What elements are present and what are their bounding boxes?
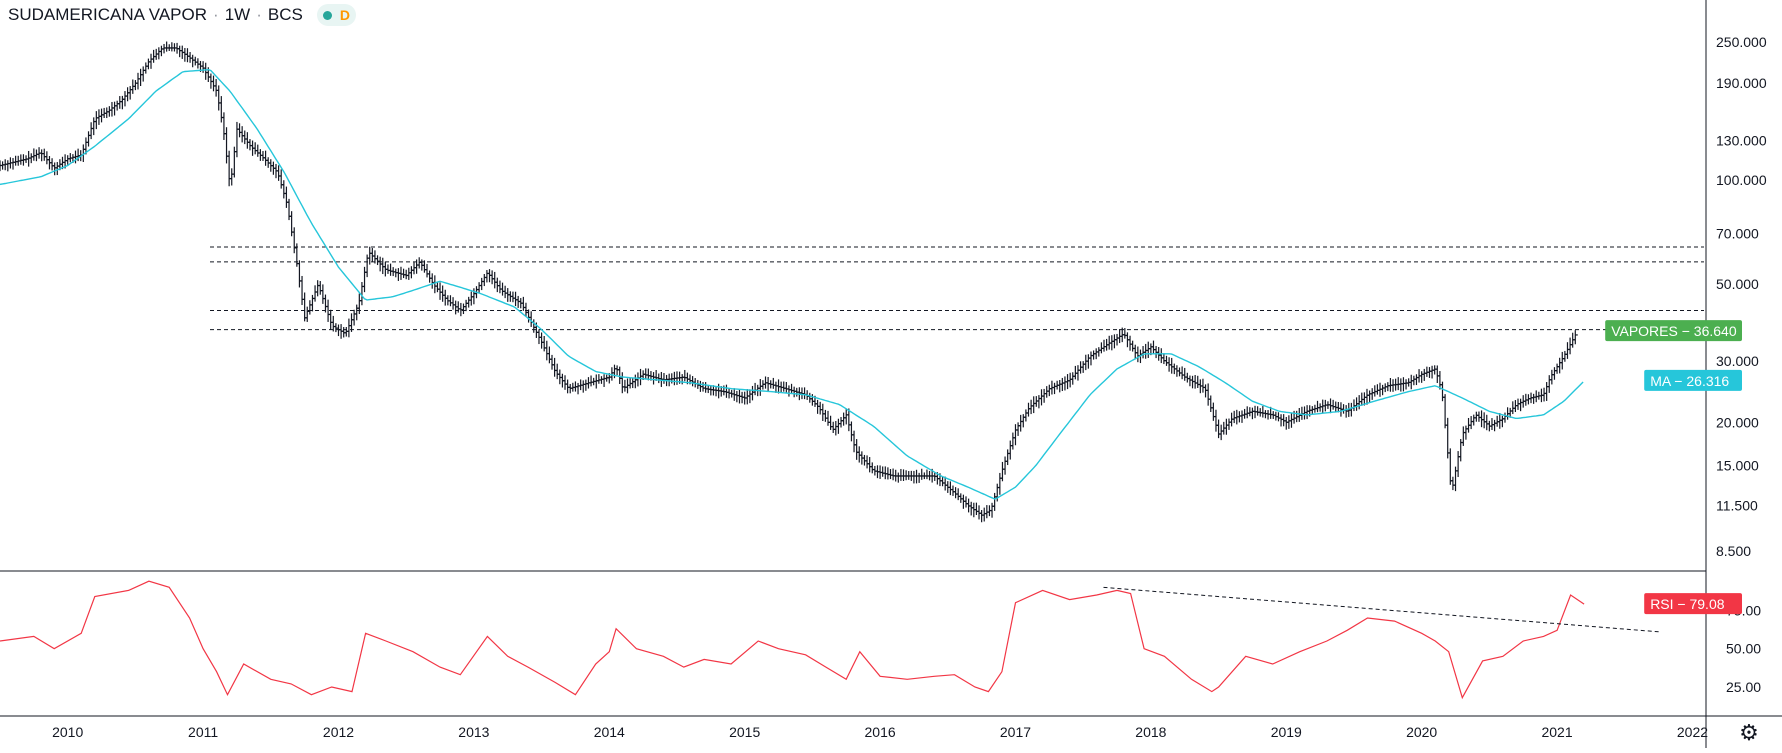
time-tick-label: 2013	[458, 724, 489, 740]
price-tick-label: 100.000	[1716, 172, 1767, 188]
price-badge: VAPORES − 36.640	[1611, 323, 1737, 339]
interval-label[interactable]: 1W	[224, 5, 251, 24]
time-tick-label: 2021	[1541, 724, 1572, 740]
header-separator: ·	[256, 5, 262, 24]
time-tick-label: 2014	[594, 724, 625, 740]
ma-badge-bg	[1644, 369, 1742, 391]
symbol-name: SUDAMERICANA VAPOR	[8, 5, 208, 24]
symbol-header: SUDAMERICANA VAPOR · 1W · BCS D	[8, 4, 356, 26]
rsi-badge: RSI − 79.08	[1650, 596, 1725, 612]
header-separator: ·	[213, 5, 219, 24]
price-tick-label: 15.000	[1716, 458, 1759, 474]
time-tick-label: 2017	[1000, 724, 1031, 740]
gear-icon[interactable]: ⚙	[1739, 720, 1759, 745]
price-tick-label: 20.000	[1716, 414, 1759, 430]
time-tick-label: 2016	[865, 724, 896, 740]
price-tick-label: 11.500	[1716, 498, 1758, 514]
rsi-tick-label: 25.00	[1726, 679, 1761, 695]
data-status-badge: D	[339, 7, 350, 23]
time-tick-label: 2012	[323, 724, 354, 740]
price-badge-bg	[1605, 320, 1742, 342]
moving-average-line[interactable]	[0, 68, 1584, 500]
rsi-tick-label: 50.00	[1726, 641, 1761, 657]
time-tick-label: 2018	[1135, 724, 1166, 740]
time-tick-label: 2010	[52, 724, 83, 740]
time-tick-label: 2020	[1406, 724, 1437, 740]
time-tick-label: 2015	[729, 724, 760, 740]
dot-icon	[322, 10, 332, 20]
price-tick-label: 130.000	[1716, 132, 1767, 148]
rsi-line[interactable]	[0, 580, 1585, 700]
market-status-pill[interactable]: D	[316, 4, 356, 26]
time-tick-label: 2019	[1271, 724, 1302, 740]
rsi-trendline[interactable]	[1103, 586, 1659, 633]
price-tick-label: 190.000	[1716, 75, 1767, 91]
price-tick-label: 70.000	[1716, 226, 1759, 242]
rsi-badge-bg	[1644, 593, 1742, 615]
price-tick-label: 30.000	[1716, 353, 1759, 369]
price-tick-label: 8.500	[1716, 543, 1751, 559]
exchange-label: BCS	[267, 5, 303, 24]
time-tick-label: 2022	[1677, 724, 1708, 740]
price-tick-label: 250.000	[1716, 34, 1767, 50]
price-tick-label: 50.000	[1716, 276, 1759, 292]
ma-badge: MA − 26.316	[1650, 373, 1729, 389]
time-tick-label: 2011	[188, 724, 218, 740]
